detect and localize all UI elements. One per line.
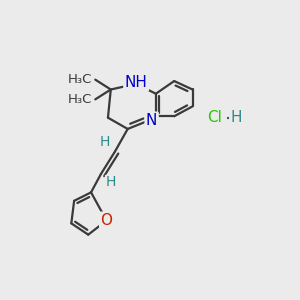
Text: Cl: Cl — [208, 110, 223, 125]
Text: H₃C: H₃C — [68, 93, 92, 106]
Text: NH: NH — [125, 75, 148, 90]
Text: H: H — [106, 176, 116, 190]
Text: N: N — [146, 113, 157, 128]
Text: H: H — [230, 110, 242, 125]
Text: H: H — [100, 135, 110, 148]
Text: H₃C: H₃C — [68, 73, 92, 86]
Text: O: O — [100, 213, 112, 228]
